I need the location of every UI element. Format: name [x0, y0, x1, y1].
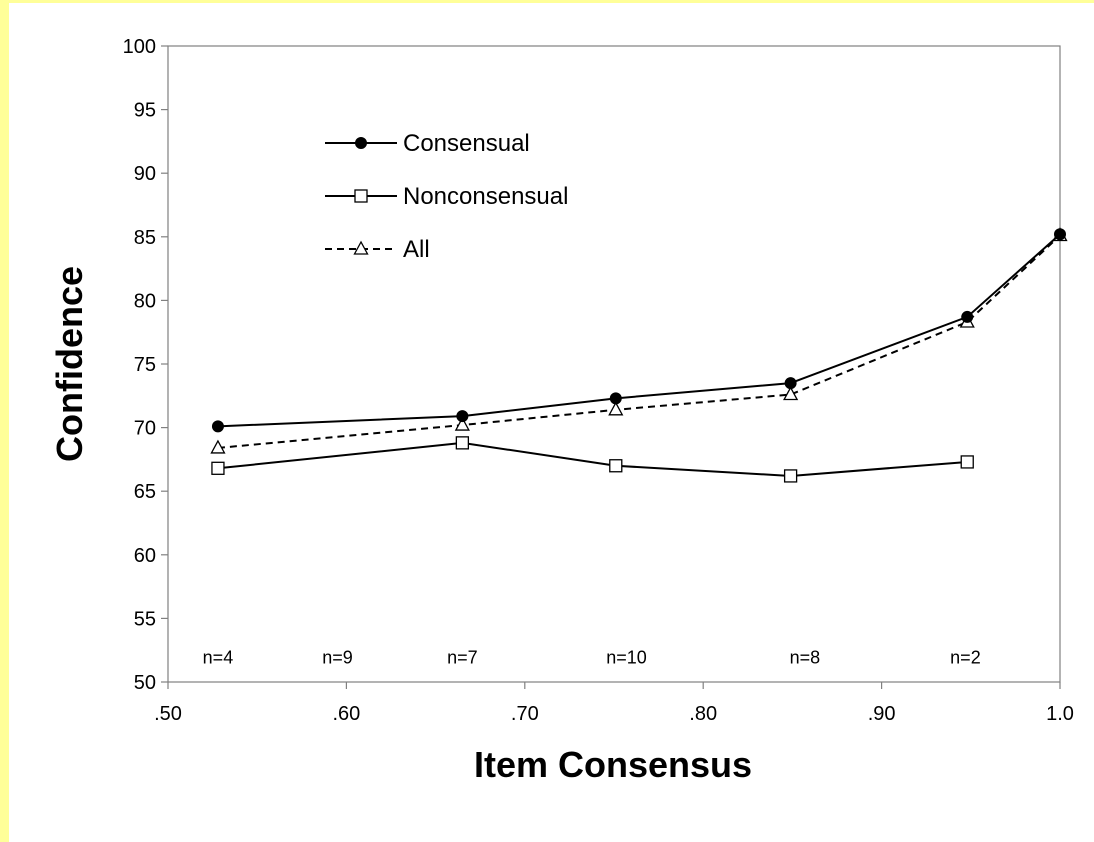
legend-item-consensual: Consensual: [325, 130, 530, 157]
y-tick-label: 70: [134, 418, 156, 440]
legend-label: Nonconsensual: [403, 183, 568, 210]
x-tick-label: 1.0: [1046, 703, 1074, 725]
y-tick-label: 60: [134, 545, 156, 567]
count-annotation: n=2: [950, 648, 981, 668]
legend-marker: [355, 137, 367, 149]
x-tick-label: .80: [689, 703, 717, 725]
plot-frame: [167, 45, 1061, 683]
y-tick-label: 100: [123, 36, 156, 58]
series-line: [217, 234, 1061, 449]
count-annotation: n=9: [322, 648, 353, 668]
data-point: [211, 461, 225, 475]
series-all: [210, 227, 1068, 454]
legend-item-nonconsensual: Nonconsensual: [325, 183, 568, 210]
x-tick-label: .70: [511, 703, 539, 725]
axes-layer: 50 55 60 65 70 75 80 85 90 95 100 .50 .60 .70 .80 .90 1.…: [123, 36, 1074, 725]
legend-item-all: All: [325, 236, 430, 263]
data-point: [456, 410, 469, 423]
y-tick-label: 75: [134, 354, 156, 376]
legend-layer: Consensual Nonconsensual All: [325, 130, 568, 263]
data-point: [454, 416, 470, 431]
data-point: [784, 377, 797, 390]
count-annotation: n=8: [790, 648, 821, 668]
top-accent-strip: [0, 0, 1094, 3]
legend-label: Consensual: [403, 130, 530, 157]
data-point: [609, 459, 623, 473]
x-tick-label: .50: [154, 703, 182, 725]
count-annotation: n=10: [606, 648, 647, 668]
y-axis-title: Confidence: [49, 266, 90, 462]
count-annotation: n=7: [447, 648, 478, 668]
data-point: [210, 439, 226, 454]
y-tick-label: 85: [134, 227, 156, 249]
y-tick-label: 65: [134, 481, 156, 503]
y-tick-label: 55: [134, 608, 156, 630]
data-point: [960, 455, 974, 469]
x-tick-label: .90: [868, 703, 896, 725]
y-tick-label: 90: [134, 163, 156, 185]
legend-marker: [354, 189, 368, 203]
count-annotation: n=4: [203, 648, 234, 668]
data-point: [961, 310, 974, 323]
data-point: [783, 469, 798, 483]
series-line: [217, 441, 968, 477]
legend-label: All: [403, 236, 430, 263]
data-point: [608, 401, 624, 416]
data-point: [211, 420, 224, 433]
data-point: [783, 386, 799, 401]
x-tick-label: .60: [332, 703, 360, 725]
data-point: [1054, 228, 1066, 241]
legend-marker: [353, 240, 369, 255]
annotation-layer: n=4 n=9 n=7 n=10 n=8 n=2: [203, 648, 981, 668]
series-consensual: [211, 228, 1066, 433]
y-tick-label: 80: [134, 290, 156, 312]
data-point: [455, 436, 470, 450]
series-layer: [210, 227, 1068, 483]
series-nonconsensual: [211, 436, 974, 483]
left-accent-strip: [0, 0, 9, 842]
data-point: [609, 392, 622, 405]
y-tick-label: 95: [134, 100, 156, 122]
x-axis-title: Item Consensus: [474, 744, 752, 785]
y-tick-label: 50: [134, 672, 156, 694]
series-line: [217, 233, 1061, 428]
